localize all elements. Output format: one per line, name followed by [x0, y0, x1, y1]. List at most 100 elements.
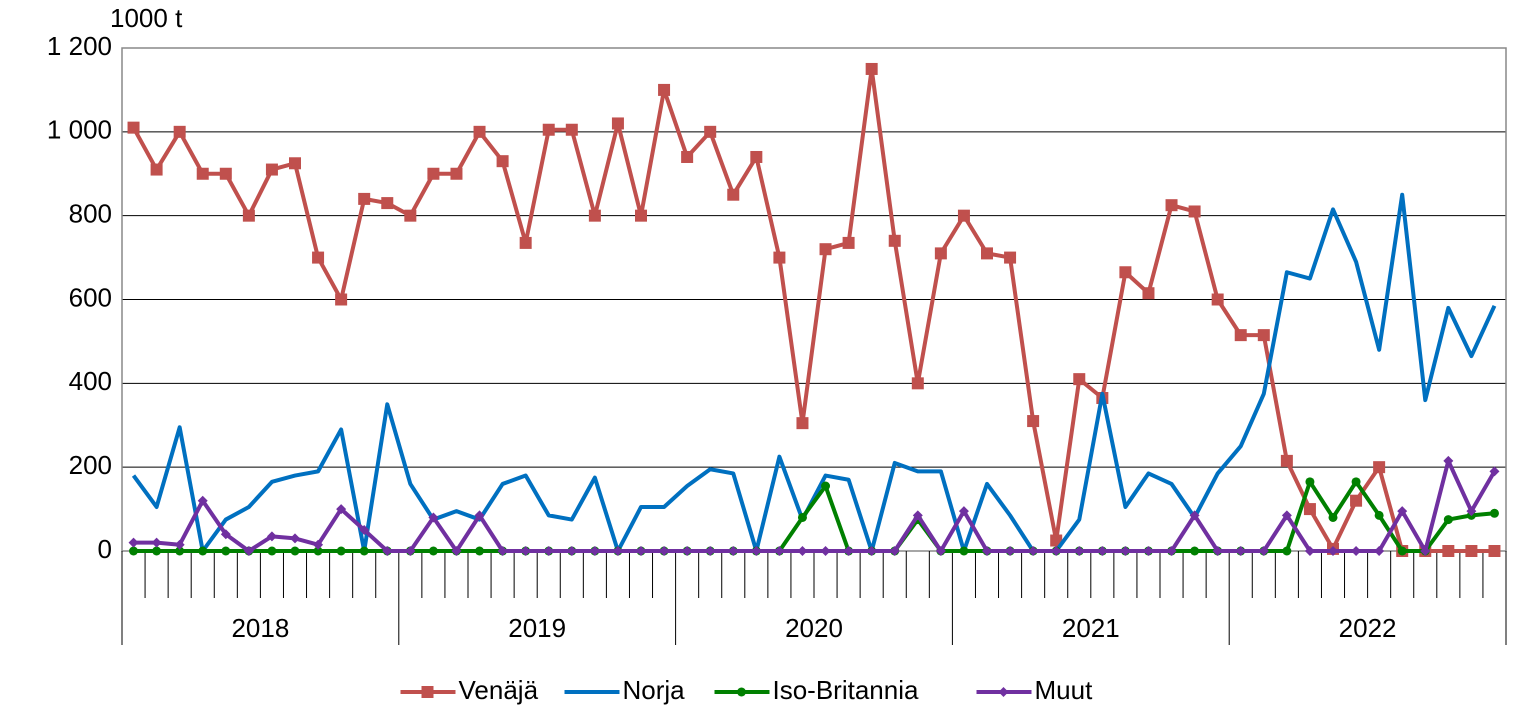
data-point: [704, 125, 717, 138]
data-point: [565, 123, 578, 136]
data-point: [1234, 329, 1247, 342]
data-point: [1258, 546, 1269, 556]
data-point: [174, 539, 185, 550]
data-point: [1350, 494, 1363, 507]
group-label: 2020: [785, 613, 843, 643]
legend-marker: [998, 687, 1009, 697]
data-point: [1050, 534, 1063, 547]
data-point: [1442, 545, 1455, 557]
data-point: [1443, 515, 1453, 525]
data-point: [1466, 506, 1477, 517]
data-point: [1027, 415, 1040, 428]
data-point: [427, 167, 440, 180]
data-point: [843, 546, 854, 556]
series-line: [133, 458, 1497, 553]
data-point: [336, 504, 347, 515]
data-point: [474, 510, 485, 521]
data-point: [220, 529, 231, 540]
data-point: [196, 167, 209, 180]
data-point: [335, 293, 348, 306]
data-point: [381, 197, 394, 210]
data-point: [290, 533, 300, 544]
data-point: [1211, 293, 1224, 306]
data-point: [865, 62, 878, 75]
data-point: [957, 209, 970, 222]
data-point: [152, 546, 162, 556]
data-point: [1257, 329, 1270, 342]
data-point: [1005, 546, 1016, 556]
data-point: [820, 546, 831, 556]
data-point: [774, 546, 785, 556]
data-point: [1212, 546, 1223, 556]
data-point: [219, 167, 232, 180]
data-point: [1303, 503, 1316, 516]
y-tick-label: 400: [69, 366, 112, 396]
data-point: [127, 121, 140, 134]
data-point: [1188, 205, 1201, 218]
data-point: [773, 251, 786, 264]
data-point: [934, 247, 947, 260]
data-point: [842, 236, 855, 249]
data-point: [1489, 466, 1500, 477]
data-point: [475, 546, 485, 556]
legend-label: Muut: [1035, 675, 1094, 705]
data-point: [1351, 477, 1361, 487]
data-point: [1420, 546, 1431, 556]
data-point: [405, 546, 416, 556]
data-point: [912, 510, 923, 521]
data-point: [129, 546, 139, 556]
data-point: [866, 546, 877, 556]
data-point: [150, 163, 163, 176]
series-line: [131, 66, 1495, 553]
data-point: [797, 512, 807, 522]
group-label: 2022: [1339, 613, 1397, 643]
data-point: [313, 539, 324, 550]
data-point: [888, 234, 901, 247]
data-point: [727, 188, 740, 201]
data-point: [1004, 251, 1017, 264]
data-point: [935, 546, 946, 556]
data-point: [243, 546, 254, 556]
data-point: [1142, 287, 1155, 300]
data-point: [173, 125, 186, 138]
data-point: [751, 546, 762, 556]
data-point: [473, 125, 486, 138]
group-label: 2021: [1062, 613, 1120, 643]
data-point: [1235, 546, 1246, 556]
data-point: [1397, 506, 1408, 517]
data-point: [197, 495, 208, 506]
data-point: [543, 546, 554, 556]
data-point: [497, 546, 508, 556]
data-point: [612, 546, 623, 556]
data-point: [750, 150, 763, 163]
data-point: [1374, 546, 1385, 556]
data-point: [1051, 546, 1062, 556]
data-point: [1166, 546, 1177, 556]
data-point: [358, 192, 371, 205]
data-point: [1189, 510, 1200, 521]
data-point: [267, 546, 277, 556]
y-tick-label: 1 200: [47, 31, 112, 61]
data-point: [151, 537, 162, 548]
data-point: [1443, 455, 1454, 466]
y-tick-label: 0: [98, 534, 112, 564]
data-point: [821, 481, 831, 491]
data-point: [911, 377, 924, 390]
data-point: [1282, 546, 1292, 556]
data-point: [635, 209, 647, 222]
group-label: 2019: [508, 613, 566, 643]
data-point: [1373, 461, 1386, 474]
data-point: [1304, 546, 1315, 556]
data-point: [958, 506, 969, 517]
y-tick-label: 200: [69, 450, 112, 480]
data-point: [289, 157, 301, 170]
data-point: [682, 546, 693, 556]
data-point: [797, 546, 808, 556]
data-point: [589, 546, 600, 556]
data-point: [1119, 266, 1132, 279]
data-point: [1190, 546, 1200, 556]
data-point: [959, 546, 969, 556]
y-tick-label: 800: [69, 199, 112, 229]
data-point: [1165, 199, 1178, 212]
data-point: [796, 417, 809, 430]
